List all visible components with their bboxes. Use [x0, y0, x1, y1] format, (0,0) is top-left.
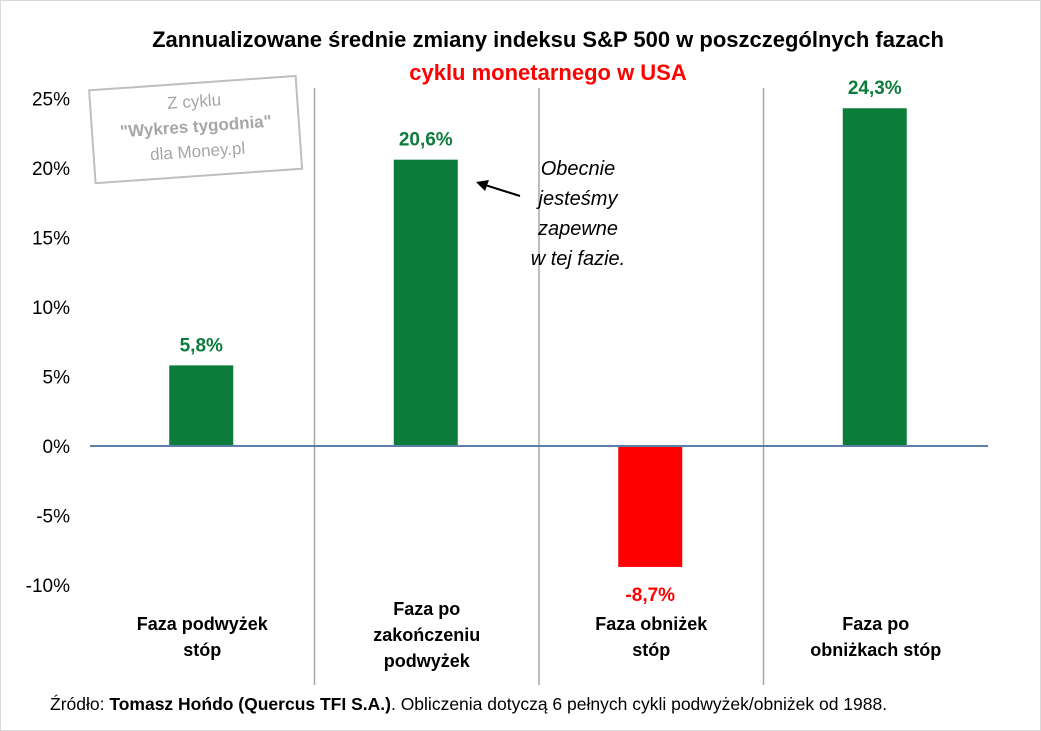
y-tick-label: 10% — [32, 298, 70, 319]
value-label-1: 5,8% — [180, 335, 223, 356]
source-note: Źródło: Tomasz Hońdo (Quercus TFI S.A.).… — [50, 694, 887, 715]
category-label-3-line-1: Faza obniżek — [595, 614, 708, 634]
y-tick-label: -10% — [26, 576, 70, 597]
y-tick-label: 0% — [43, 437, 71, 458]
y-tick-label: 15% — [32, 229, 70, 250]
annotation-line-1: Obecnie — [541, 158, 616, 180]
bar-3 — [618, 446, 683, 567]
category-label-4-line-2: obniżkach stóp — [810, 640, 941, 660]
category-label-2-line-1: Faza po — [393, 599, 460, 619]
annotation-line-4: w tej fazie. — [531, 248, 625, 270]
y-tick-label: 25% — [32, 90, 70, 111]
value-label-3: -8,7% — [625, 585, 675, 606]
chart-title-line1: Zannualizowane średnie zmiany indeksu S&… — [152, 27, 944, 52]
annotation-line-2: jesteśmy — [536, 188, 619, 210]
bar-1 — [169, 365, 234, 446]
phase-dividers — [313, 88, 765, 685]
value-labels: 5,8% 20,6% -8,7% 24,3% — [180, 78, 902, 606]
category-label-2-line-2: zakończeniu — [373, 625, 480, 645]
bar-2 — [393, 159, 458, 446]
category-label-4-line-1: Faza po — [842, 614, 909, 634]
category-label-1-line-1: Faza podwyżek — [137, 614, 269, 634]
category-label-2-line-3: podwyżek — [384, 651, 471, 671]
chart-title-line2: cyklu monetarnego w USA — [409, 60, 687, 85]
annotation-arrow — [481, 183, 521, 197]
source-suffix: . Obliczenia dotyczą 6 pełnych cykli pod… — [390, 694, 888, 714]
annotation-line-3: zapewne — [537, 218, 618, 240]
category-label-3-line-2: stóp — [632, 640, 670, 660]
y-tick-label: -5% — [36, 507, 70, 528]
stamp-line-1: Z cyklu — [167, 90, 222, 113]
annotation-arrow-head — [476, 180, 489, 191]
value-label-4: 24,3% — [848, 78, 902, 99]
value-label-2: 20,6% — [399, 130, 453, 151]
bars — [169, 108, 907, 567]
source-author: Tomasz Hońdo (Quercus TFI S.A.) — [109, 694, 391, 714]
category-labels: Faza podwyżek stóp Faza po zakończeniu podwy… — [137, 599, 942, 671]
category-label-1-line-2: stóp — [183, 640, 221, 660]
annotation: Obecnie jesteśmy zapewne w tej fazie. — [476, 158, 625, 270]
watermark-stamp: Z cyklu "Wykres tygodnia" dla Money.pl — [88, 74, 304, 185]
y-axis: 25% 20% 15% 10% 5% 0% -5% -10% — [26, 90, 70, 598]
y-tick-label: 5% — [43, 368, 71, 389]
source-prefix: Źródło: — [50, 694, 110, 714]
y-tick-label: 20% — [32, 159, 70, 180]
bar-4 — [842, 108, 907, 446]
